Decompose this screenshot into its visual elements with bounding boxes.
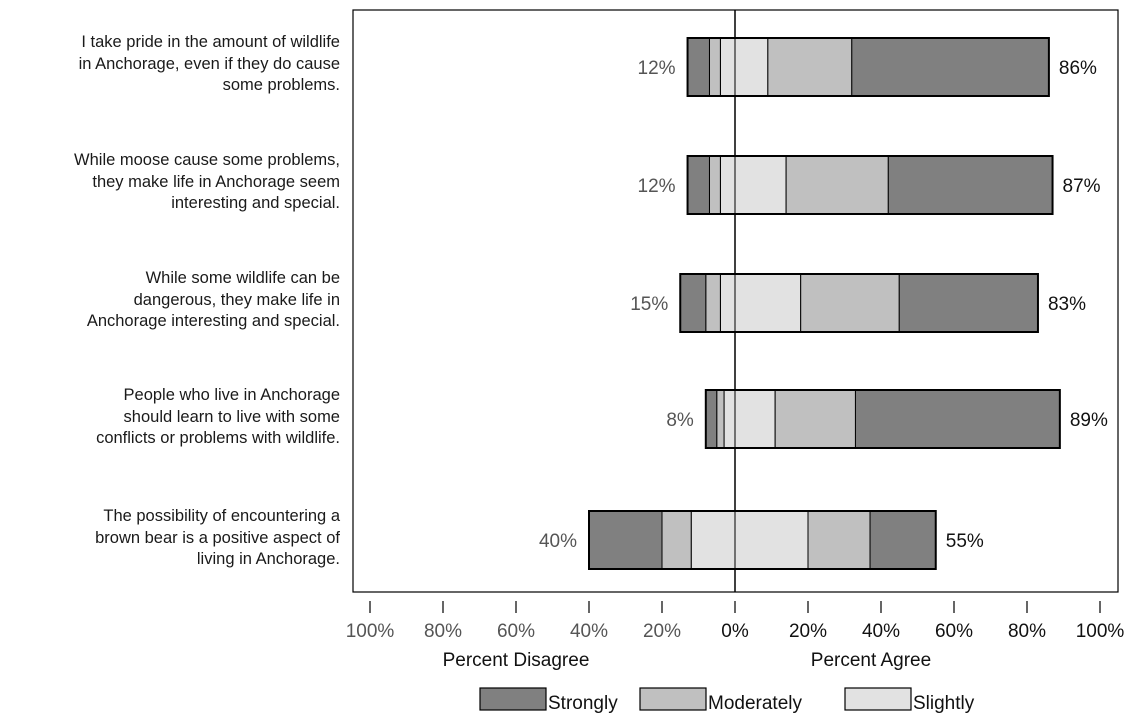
bar-outline: [704, 389, 1061, 449]
statement-line: conflicts or problems with wildlife.: [96, 429, 340, 447]
bar-agree-moderately: [767, 37, 853, 97]
bar-agree-moderately: [774, 389, 856, 449]
statement-line: living in Anchorage.: [196, 550, 340, 568]
x-tick-label: 40%: [862, 621, 900, 642]
legend-label: Strongly: [548, 693, 618, 714]
bar-disagree-slightly: [719, 37, 736, 97]
statement-line: I take pride in the amount of wildlife: [81, 33, 340, 51]
x-tick-label: 60%: [497, 621, 535, 642]
statement-label: While some wildlife can be dangerous, the…: [0, 268, 340, 333]
statement-line: in Anchorage, even if they do cause: [78, 54, 340, 73]
x-axis-label-disagree: Percent Disagree: [443, 650, 590, 671]
statement-line: interesting and special.: [171, 194, 340, 212]
bar-agree-slightly: [734, 155, 787, 215]
statement-line: People who live in Anchorage: [123, 386, 340, 404]
bar-agree-strongly: [854, 389, 1061, 449]
agree-total-label: 87%: [1063, 176, 1101, 197]
legend-swatch: [844, 687, 912, 711]
statement-label: People who live in Anchorage should learn…: [0, 385, 340, 450]
statement-line: should learn to live with some: [123, 407, 340, 426]
legend-item-moderately: Moderately: [639, 687, 802, 714]
x-tick-label: 80%: [1008, 621, 1046, 642]
legend-item-strongly: Strongly: [479, 687, 618, 714]
bar-disagree-slightly: [719, 273, 736, 333]
x-axis-label-agree: Percent Agree: [811, 650, 931, 671]
x-tick-label: 20%: [789, 621, 827, 642]
statement-line: they make life in Anchorage seem: [92, 172, 340, 191]
agree-total-label: 83%: [1048, 294, 1086, 315]
bar-disagree-strongly: [588, 510, 663, 570]
x-tick-label: 100%: [1076, 621, 1125, 642]
bar-agree-slightly: [734, 510, 809, 570]
x-tick-label: 60%: [935, 621, 973, 642]
disagree-total-label: 12%: [638, 58, 676, 79]
bar-agree-strongly: [898, 273, 1039, 333]
x-tick-label: 40%: [570, 621, 608, 642]
bar-agree-strongly: [887, 155, 1054, 215]
bar-disagree-moderately: [708, 155, 721, 215]
bar-agree-slightly: [734, 389, 776, 449]
bar-agree-moderately: [800, 273, 900, 333]
legend-swatch: [639, 687, 707, 711]
x-tick-label: 100%: [346, 621, 395, 642]
disagree-total-label: 15%: [630, 294, 668, 315]
statement-label: The possibility of encountering a brown b…: [0, 506, 340, 571]
legend-item-slightly: Slightly: [844, 687, 975, 714]
bar-agree-moderately: [785, 155, 889, 215]
statement-line: some problems.: [222, 76, 340, 94]
bar-agree-slightly: [734, 273, 802, 333]
bar-disagree-moderately: [661, 510, 692, 570]
bar-agree-strongly: [851, 37, 1050, 97]
bar-disagree-strongly: [705, 389, 718, 449]
agree-total-label: 86%: [1059, 58, 1097, 79]
statement-label: I take pride in the amount of wildlife in…: [0, 32, 340, 97]
bar-agree-strongly: [869, 510, 937, 570]
x-tick-label: 20%: [643, 621, 681, 642]
statement-label: While moose cause some problems, they mak…: [0, 150, 340, 215]
statement-line: Anchorage interesting and special.: [86, 312, 340, 330]
x-tick-label: 80%: [424, 621, 462, 642]
bar-disagree-slightly: [719, 155, 736, 215]
statement-line: brown bear is a positive aspect of: [95, 528, 340, 547]
bar-outline: [686, 37, 1050, 97]
bar-agree-slightly: [734, 37, 769, 97]
statement-line: The possibility of encountering a: [103, 507, 340, 525]
bar-disagree-moderately: [705, 273, 721, 333]
bar-outline: [588, 510, 937, 570]
statement-line: While moose cause some problems,: [74, 151, 340, 169]
bar-disagree-moderately: [708, 37, 721, 97]
bar-disagree-slightly: [690, 510, 736, 570]
legend-label: Slightly: [913, 693, 975, 714]
disagree-total-label: 8%: [666, 410, 694, 431]
bar-disagree-strongly: [687, 155, 710, 215]
agree-total-label: 89%: [1070, 410, 1108, 431]
x-tick-label: 0%: [721, 621, 749, 642]
disagree-total-label: 40%: [539, 531, 577, 552]
legend-swatch: [479, 687, 547, 711]
legend-label: Moderately: [708, 693, 802, 714]
disagree-total-label: 12%: [638, 176, 676, 197]
bar-outline: [679, 273, 1039, 333]
bar-disagree-strongly: [679, 273, 707, 333]
agree-total-label: 55%: [946, 531, 984, 552]
statement-line: While some wildlife can be: [145, 269, 340, 287]
statement-line: dangerous, they make life in: [133, 290, 340, 309]
bar-agree-moderately: [807, 510, 871, 570]
bar-disagree-moderately: [716, 389, 725, 449]
bar-outline: [686, 155, 1054, 215]
bar-disagree-slightly: [723, 389, 736, 449]
bar-disagree-strongly: [687, 37, 710, 97]
